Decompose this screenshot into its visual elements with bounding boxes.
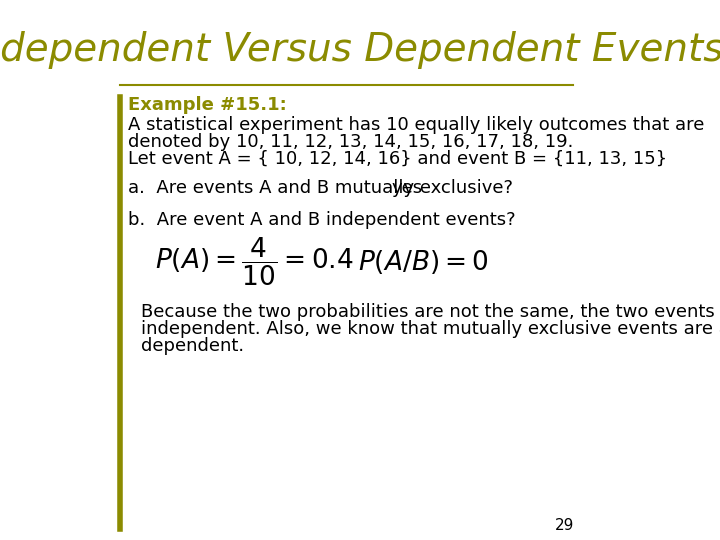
Text: b.  Are event A and B independent events?: b. Are event A and B independent events?: [127, 211, 516, 229]
Text: $P(A / B) = 0$: $P(A / B) = 0$: [358, 248, 489, 276]
Text: A statistical experiment has 10 equally likely outcomes that are: A statistical experiment has 10 equally …: [127, 116, 704, 134]
Text: yes: yes: [392, 179, 423, 197]
Text: $P(A) = \dfrac{4}{10} = 0.4$: $P(A) = \dfrac{4}{10} = 0.4$: [155, 236, 354, 288]
Text: 29: 29: [554, 517, 574, 532]
Text: Example #15.1:: Example #15.1:: [127, 96, 287, 114]
Text: Independent Versus Dependent Events: Independent Versus Dependent Events: [0, 31, 720, 69]
Text: Let event A = { 10, 12, 14, 16} and event B = {11, 13, 15}: Let event A = { 10, 12, 14, 16} and even…: [127, 150, 667, 168]
Text: dependent.: dependent.: [141, 337, 244, 355]
Text: independent. Also, we know that mutually exclusive events are always: independent. Also, we know that mutually…: [141, 320, 720, 338]
Text: a.  Are events A and B mutually exclusive?: a. Are events A and B mutually exclusive…: [127, 179, 513, 197]
Text: Because the two probabilities are not the same, the two events are not: Because the two probabilities are not th…: [141, 303, 720, 321]
Text: denoted by 10, 11, 12, 13, 14, 15, 16, 17, 18, 19.: denoted by 10, 11, 12, 13, 14, 15, 16, 1…: [127, 133, 573, 151]
